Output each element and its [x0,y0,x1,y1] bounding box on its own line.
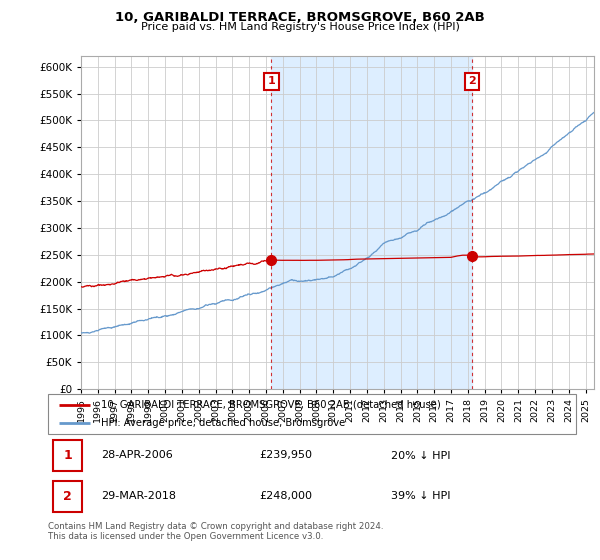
Text: £239,950: £239,950 [259,450,312,460]
Text: 39% ↓ HPI: 39% ↓ HPI [391,491,451,501]
Text: 1: 1 [64,449,72,462]
Bar [53,480,82,511]
Text: Price paid vs. HM Land Registry's House Price Index (HPI): Price paid vs. HM Land Registry's House … [140,22,460,32]
Text: 28-APR-2006: 28-APR-2006 [101,450,173,460]
Text: 10, GARIBALDI TERRACE, BROMSGROVE, B60 2AB (detached house): 10, GARIBALDI TERRACE, BROMSGROVE, B60 2… [101,400,440,409]
Text: 10, GARIBALDI TERRACE, BROMSGROVE, B60 2AB: 10, GARIBALDI TERRACE, BROMSGROVE, B60 2… [115,11,485,24]
Bar [53,440,82,471]
Bar [271,56,472,389]
Text: Contains HM Land Registry data © Crown copyright and database right 2024.
This d: Contains HM Land Registry data © Crown c… [48,522,383,542]
Text: 1: 1 [268,76,275,86]
Text: 29-MAR-2018: 29-MAR-2018 [101,491,176,501]
Text: £248,000: £248,000 [259,491,312,501]
Text: 2: 2 [468,76,476,86]
Text: HPI: Average price, detached house, Bromsgrove: HPI: Average price, detached house, Brom… [101,418,345,428]
Text: 20% ↓ HPI: 20% ↓ HPI [391,450,451,460]
Text: 2: 2 [64,489,72,502]
